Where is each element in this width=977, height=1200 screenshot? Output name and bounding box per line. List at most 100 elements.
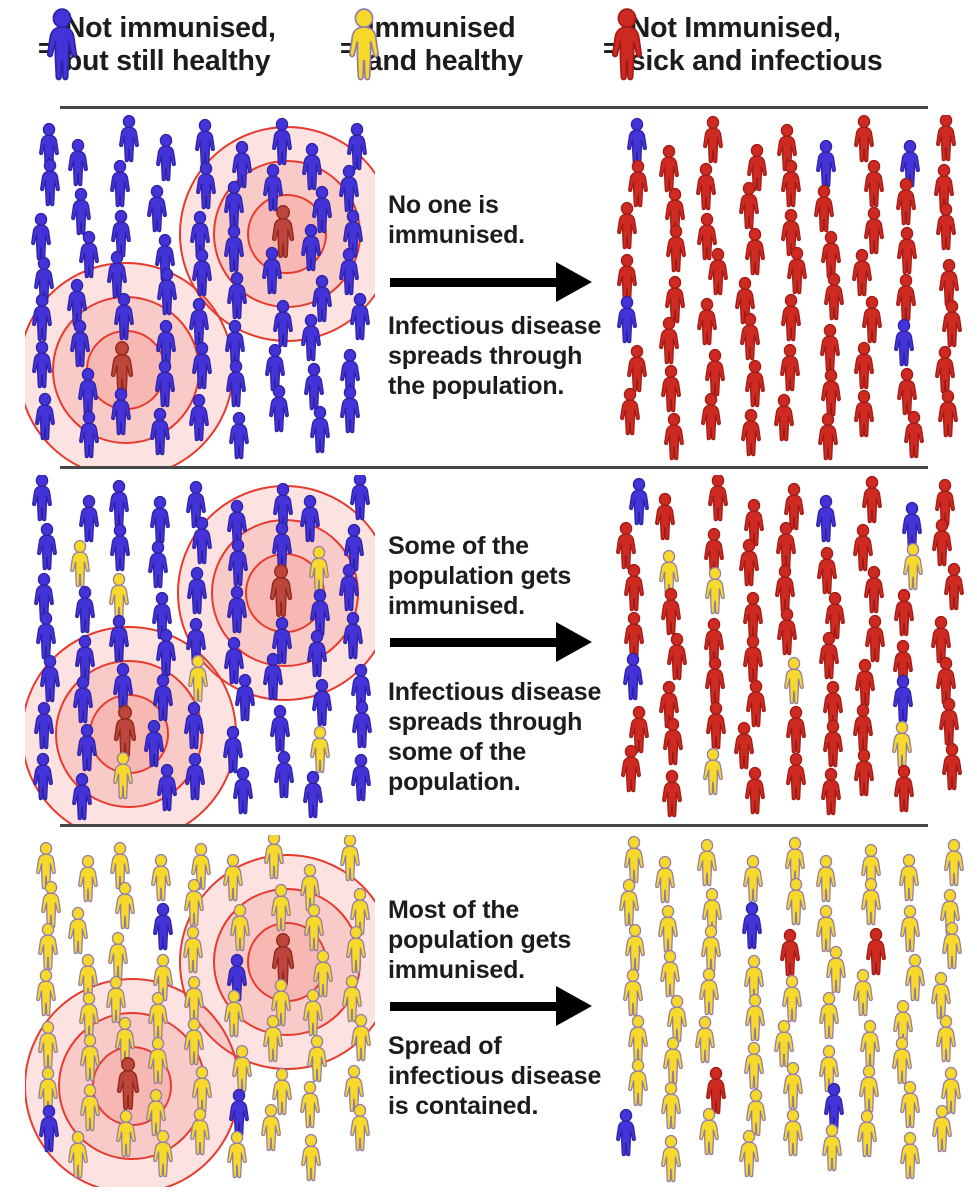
- person-immunised: [333, 835, 367, 883]
- person-sick: [889, 273, 923, 323]
- person-sick: [614, 744, 648, 794]
- person-immunised: [698, 566, 732, 616]
- person-immunised: [257, 835, 291, 881]
- population-after-panel: [612, 115, 968, 467]
- caption-column: Most of the population gets immunised. S…: [388, 835, 603, 1187]
- person-sick: [887, 588, 921, 638]
- person-sick: [648, 492, 682, 542]
- person-sick: [932, 697, 966, 747]
- person-not-immunised: [616, 652, 650, 702]
- divider: [60, 466, 928, 469]
- scenario-row-some-immunised: Some of the population gets immunised. I…: [0, 475, 977, 827]
- person-immunised: [181, 654, 215, 704]
- legend-label: Not Immunised, sick and infectious: [629, 12, 883, 77]
- person-sick: [857, 159, 891, 209]
- person-immunised: [854, 877, 888, 927]
- person-not-immunised: [103, 523, 137, 573]
- person-sick: [847, 389, 881, 439]
- person-immunised: [303, 725, 337, 775]
- person-sick: [652, 316, 686, 366]
- person-immunised: [73, 1033, 107, 1083]
- person-sick: [773, 343, 807, 393]
- person-sick: [694, 392, 728, 442]
- person-not-immunised: [303, 405, 337, 455]
- person-immunised: [776, 1108, 810, 1158]
- person-sick: [698, 348, 732, 398]
- person-not-immunised: [343, 292, 375, 342]
- caption-column: Some of the population gets immunised. I…: [388, 475, 603, 827]
- person-not-immunised: [66, 675, 100, 725]
- person-not-immunised: [146, 673, 180, 723]
- person-not-immunised: [343, 475, 375, 522]
- person-immunised: [61, 1130, 95, 1180]
- person-sick: [732, 538, 766, 588]
- person-sick: [931, 389, 965, 439]
- person-not-immunised: [300, 629, 334, 679]
- person-immunised: [621, 1058, 655, 1108]
- person-immunised: [618, 923, 652, 973]
- person-immunised: [929, 1014, 963, 1064]
- person-sick: [847, 748, 881, 798]
- caption-bottom: Spread of infectious disease is containe…: [388, 1032, 602, 1120]
- person-sick: [929, 115, 963, 163]
- legend-item-immunised-healthy: = Immunised and healthy: [338, 12, 523, 78]
- person-sick: [928, 345, 962, 395]
- blue-person-icon: [36, 5, 88, 85]
- person-sick: [613, 387, 647, 437]
- person-not-immunised: [107, 292, 141, 342]
- person-sick: [727, 721, 761, 771]
- legend-label: Not immunised, but still healthy: [64, 12, 276, 77]
- person-immunised: [31, 922, 65, 972]
- person-immunised: [937, 838, 968, 888]
- population-after-panel: [612, 475, 968, 827]
- person-not-immunised: [217, 224, 251, 274]
- person-immunised: [29, 968, 63, 1018]
- person-not-immunised: [27, 701, 61, 751]
- person-immunised: [853, 1019, 887, 1069]
- person-not-immunised: [140, 184, 174, 234]
- person-not-immunised: [887, 318, 921, 368]
- person-sick: [855, 475, 889, 525]
- person-immunised: [220, 1130, 254, 1180]
- person-not-immunised: [63, 319, 97, 369]
- legend-item-not-immunised-sick: = Not Immunised, sick and infectious: [601, 12, 883, 78]
- arrow-head: [556, 986, 592, 1026]
- person-not-immunised: [345, 700, 375, 750]
- person-not-immunised: [70, 723, 104, 773]
- person-sick: [733, 312, 767, 362]
- person-sick: [698, 656, 732, 706]
- person-sick: [773, 928, 807, 978]
- person-sick: [774, 293, 808, 343]
- person-immunised: [690, 838, 724, 888]
- person-sick: [689, 162, 723, 212]
- person-sick: [701, 475, 735, 523]
- person-sick: [657, 412, 691, 462]
- person-immunised: [108, 881, 142, 931]
- person-immunised: [736, 854, 770, 904]
- person-immunised: [692, 967, 726, 1017]
- person-not-immunised: [182, 393, 216, 443]
- caption-bottom: Infectious disease spreads through some …: [388, 678, 602, 796]
- person-sick: [774, 159, 808, 209]
- person-immunised: [893, 1131, 927, 1181]
- legend: = Not immunised, but still healthy = Imm…: [0, 0, 977, 104]
- person-not-immunised: [180, 566, 214, 616]
- person-sick: [887, 764, 921, 814]
- person-not-immunised: [28, 392, 62, 442]
- arrow-line: [390, 637, 556, 647]
- person-not-immunised: [344, 753, 375, 803]
- person-immunised: [339, 925, 373, 975]
- person-immunised: [621, 1014, 655, 1064]
- person-sick: [817, 272, 851, 322]
- person-immunised: [896, 542, 930, 592]
- person-not-immunised: [149, 628, 183, 678]
- person-immunised: [293, 1080, 327, 1130]
- person-not-immunised: [305, 678, 339, 728]
- person-not-immunised: [255, 246, 289, 296]
- person-sick: [612, 201, 644, 251]
- person-sick: [855, 295, 889, 345]
- person-immunised: [144, 853, 178, 903]
- person-sick: [656, 717, 690, 767]
- person-not-immunised: [809, 139, 843, 189]
- person-not-immunised: [72, 494, 106, 544]
